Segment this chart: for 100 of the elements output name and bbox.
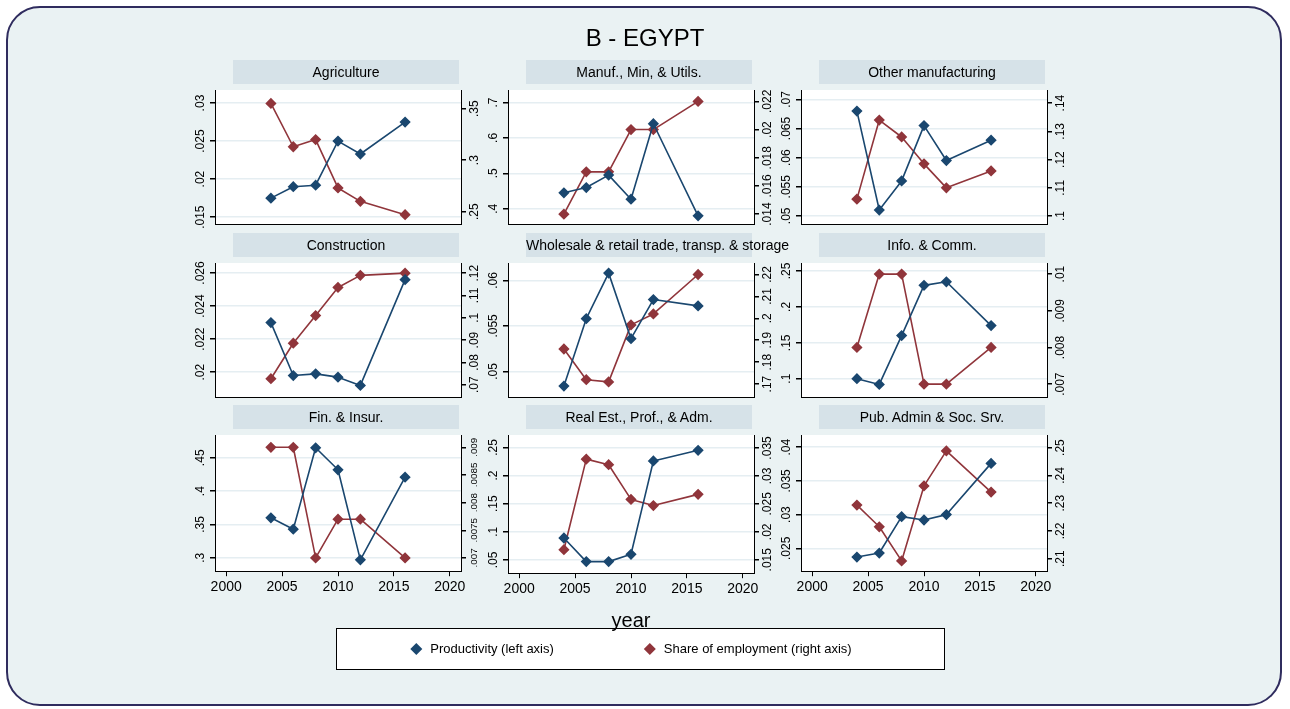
y-tick-label: .055 (486, 313, 501, 338)
y-tick-label: .1 (486, 526, 501, 537)
y2-tick-label: .12 (467, 263, 482, 281)
y-tick-label: .15 (779, 333, 794, 351)
y2-tick-label: .015 (760, 547, 775, 572)
y2-tick-label: .12 (1053, 150, 1068, 168)
y-tick-label: .03 (193, 94, 208, 112)
y-tick-label: .2 (486, 470, 501, 481)
chart-title: Manuf., Min, & Utils. (526, 60, 752, 84)
chart-title: Real Est., Prof., & Adm. (526, 405, 752, 429)
chart-subtitle: B - EGYPT (584, 24, 706, 52)
x-axis-title: year (611, 608, 651, 631)
y-tick-label: .04 (779, 438, 794, 456)
y-tick-label: .25 (779, 261, 794, 279)
y-tick-label: .6 (486, 132, 501, 143)
y2-tick-label: .02 (760, 120, 775, 138)
y2-tick-label: .22 (1053, 522, 1068, 540)
x-tick-label: 2020 (1020, 578, 1052, 595)
y-tick-label: .1 (779, 372, 794, 384)
y-tick-label: .3 (193, 552, 208, 563)
y-tick-label: .25 (486, 438, 501, 456)
y2-tick-label: .2 (760, 312, 775, 323)
y2-tick-label: .0085 (467, 462, 479, 488)
y2-tick-label: .17 (760, 374, 775, 392)
legend-label: Share of employment (right axis) (663, 640, 852, 656)
legend-label: Productivity (left axis) (430, 640, 554, 656)
y2-tick-label: .007 (1053, 371, 1068, 396)
y2-tick-label: .21 (760, 287, 775, 305)
y2-tick-label: .016 (760, 173, 775, 198)
y2-tick-label: .0075 (467, 517, 479, 543)
x-tick-label: 2010 (615, 580, 647, 597)
y2-tick-label: .3 (467, 154, 482, 166)
x-tick-label: 2005 (852, 578, 884, 595)
y2-tick-label: .07 (467, 375, 482, 393)
y-tick-label: .035 (779, 468, 794, 493)
x-tick-label: 2010 (322, 578, 354, 595)
y2-tick-label: .008 (1053, 334, 1068, 359)
chart-title: Fin. & Insur. (233, 405, 459, 429)
chart-title: Wholesale & retail trade, transp. & storage (526, 235, 790, 255)
y-tick-label: .15 (486, 495, 501, 513)
y2-tick-label: .008 (467, 492, 479, 513)
y-tick-label: .2 (779, 301, 794, 312)
x-tick-label: 2005 (266, 578, 298, 595)
y-tick-label: .45 (193, 449, 208, 467)
y2-tick-label: .22 (760, 265, 775, 283)
x-tick-label: 2000 (210, 578, 242, 595)
x-tick-label: 2015 (671, 580, 703, 597)
y2-tick-label: .24 (1053, 466, 1068, 484)
y2-tick-label: .25 (1053, 438, 1068, 456)
y2-tick-label: .19 (760, 331, 775, 349)
y-tick-label: .03 (779, 505, 794, 523)
y2-tick-label: .03 (760, 467, 775, 485)
y2-tick-label: .13 (1053, 122, 1068, 140)
y-tick-label: .055 (779, 174, 794, 199)
x-tick-label: 2010 (908, 578, 940, 595)
x-tick-label: 2020 (434, 578, 466, 595)
y-tick-label: .4 (486, 203, 501, 214)
y2-tick-label: .18 (760, 352, 775, 370)
chart-title: Construction (233, 232, 459, 257)
y2-tick-label: .025 (760, 491, 775, 516)
y2-tick-label: .09 (467, 330, 482, 348)
x-tick-label: 2015 (378, 578, 410, 595)
y-tick-label: .05 (486, 551, 501, 569)
y2-tick-label: .1 (1053, 210, 1068, 222)
y2-tick-label: .022 (760, 89, 775, 114)
y-tick-label: .4 (193, 485, 208, 497)
y2-tick-label: .009 (1053, 298, 1068, 322)
x-tick-label: 2000 (503, 580, 535, 597)
y2-tick-label: .23 (1053, 494, 1068, 512)
y2-tick-label: .007 (467, 548, 479, 568)
y2-tick-label: .014 (760, 202, 775, 226)
y-tick-label: .026 (193, 260, 208, 285)
y-tick-label: .07 (779, 90, 794, 108)
y-tick-label: .06 (779, 148, 794, 166)
y2-tick-label: .35 (467, 99, 482, 117)
y-tick-label: .024 (193, 293, 208, 318)
y-tick-label: .06 (486, 271, 501, 289)
y2-tick-label: .035 (760, 435, 775, 460)
y2-tick-label: .21 (1053, 550, 1068, 568)
y-tick-label: .025 (193, 129, 208, 153)
y2-tick-label: .018 (760, 145, 775, 170)
chart-title: Info. & Comm. (819, 232, 1045, 257)
y-tick-label: .065 (779, 116, 794, 141)
y-tick-label: .5 (486, 168, 501, 179)
y2-tick-label: .14 (1053, 94, 1068, 112)
y2-tick-label: .009 (467, 437, 479, 457)
x-tick-label: 2020 (727, 580, 759, 597)
y2-tick-label: .02 (760, 523, 775, 541)
x-tick-label: 2015 (964, 578, 996, 595)
chart-title: Other manufacturing (819, 60, 1045, 84)
y-tick-label: .35 (193, 515, 208, 533)
x-tick-label: 2000 (796, 578, 828, 595)
y-tick-label: .022 (193, 326, 208, 351)
y-tick-label: .05 (779, 207, 794, 225)
y2-tick-label: .01 (1053, 264, 1068, 282)
y-tick-label: .015 (193, 205, 208, 229)
y-tick-label: .02 (193, 170, 208, 188)
y2-tick-label: .1 (467, 311, 482, 323)
y2-tick-label: .25 (467, 202, 482, 220)
y-tick-label: .02 (193, 363, 208, 381)
